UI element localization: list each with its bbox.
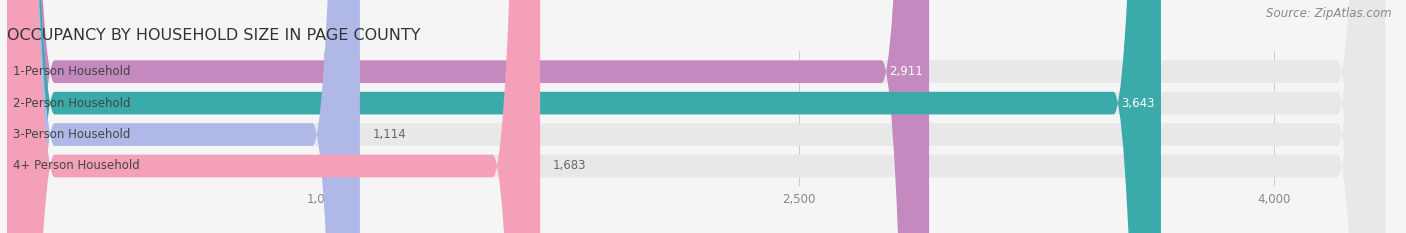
Text: OCCUPANCY BY HOUSEHOLD SIZE IN PAGE COUNTY: OCCUPANCY BY HOUSEHOLD SIZE IN PAGE COUN… <box>7 28 420 43</box>
FancyBboxPatch shape <box>7 0 1161 233</box>
FancyBboxPatch shape <box>7 0 360 233</box>
FancyBboxPatch shape <box>7 0 540 233</box>
Text: 3-Person Household: 3-Person Household <box>14 128 131 141</box>
FancyBboxPatch shape <box>7 0 1385 233</box>
Text: 2-Person Household: 2-Person Household <box>14 97 131 110</box>
FancyBboxPatch shape <box>7 0 1385 233</box>
FancyBboxPatch shape <box>7 0 929 233</box>
Text: 1,114: 1,114 <box>373 128 406 141</box>
Text: 1-Person Household: 1-Person Household <box>14 65 131 78</box>
Text: 1,683: 1,683 <box>553 159 586 172</box>
Text: 3,643: 3,643 <box>1121 97 1154 110</box>
FancyBboxPatch shape <box>7 0 1385 233</box>
FancyBboxPatch shape <box>7 0 1385 233</box>
Text: 2,911: 2,911 <box>889 65 922 78</box>
Text: Source: ZipAtlas.com: Source: ZipAtlas.com <box>1267 7 1392 20</box>
Text: 4+ Person Household: 4+ Person Household <box>14 159 141 172</box>
